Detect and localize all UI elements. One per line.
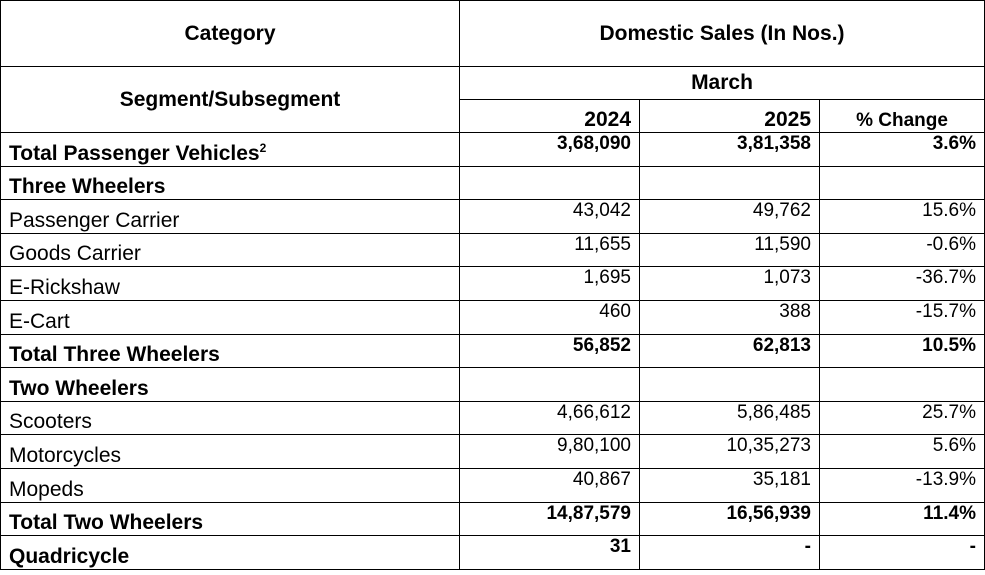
table-row: E-Cart 460 388 -15.7% bbox=[0, 299, 985, 335]
change-cell: 25.7% bbox=[819, 400, 985, 436]
table-row: Total Passenger Vehicles2 3,68,090 3,81,35… bbox=[0, 132, 985, 167]
value-2024-cell: 1,695 bbox=[459, 266, 640, 301]
value-2025-cell: 3,81,358 bbox=[639, 132, 820, 167]
change-cell: 11.4% bbox=[819, 501, 985, 537]
category-header: Category bbox=[0, 0, 460, 67]
table-row: Two Wheelers bbox=[0, 367, 985, 402]
row-label: Goods Carrier bbox=[0, 232, 460, 268]
value-2025-cell: 16,56,939 bbox=[639, 501, 820, 537]
change-cell: -0.6% bbox=[819, 232, 985, 268]
value-2024-cell: 11,655 bbox=[459, 232, 640, 268]
change-cell: 3.6% bbox=[819, 132, 985, 167]
change-cell: -13.9% bbox=[819, 467, 985, 503]
segment-header: Segment/Subsegment bbox=[0, 66, 460, 133]
row-label-text: Motorcycles bbox=[9, 443, 122, 467]
value-2025-cell: 388 bbox=[639, 299, 820, 335]
table-body: Total Passenger Vehicles2 3,68,090 3,81,35… bbox=[0, 132, 985, 570]
footnote-marker: 2 bbox=[259, 140, 267, 155]
change-cell bbox=[819, 367, 985, 402]
value-2025-cell bbox=[639, 367, 820, 402]
change-cell: - bbox=[819, 535, 985, 570]
value-2024-cell: 9,80,100 bbox=[459, 434, 640, 469]
row-label-text: Mopeds bbox=[9, 477, 84, 501]
table-row: Quadricycle 31- - bbox=[0, 535, 985, 570]
row-label: Motorcycles bbox=[0, 434, 460, 469]
value-2025-cell: - bbox=[639, 535, 820, 570]
domestic-sales-header: Domestic Sales (In Nos.) bbox=[459, 0, 985, 67]
row-label: Scooters bbox=[0, 400, 460, 436]
row-label-text: Scooters bbox=[9, 410, 92, 434]
value-2024-cell: 460 bbox=[459, 299, 640, 335]
row-label: Total Passenger Vehicles2 bbox=[0, 132, 460, 167]
year-2024-header: 2024 bbox=[459, 99, 640, 133]
table-row: Goods Carrier 11,655 11,590 -0.6% bbox=[0, 232, 985, 268]
value-2025-cell: 62,813 bbox=[639, 333, 820, 369]
value-2024-cell: 43,042 bbox=[459, 199, 640, 234]
value-2024-cell: 40,867 bbox=[459, 467, 640, 503]
value-2024-cell: 31 bbox=[459, 535, 640, 570]
table-row: Total Three Wheelers 56,852 62,813 10.5% bbox=[0, 333, 985, 369]
table-row: E-Rickshaw 1,695 1,073 -36.7% bbox=[0, 266, 985, 301]
row-label: Mopeds bbox=[0, 467, 460, 503]
value-2025-cell: 5,86,485 bbox=[639, 400, 820, 436]
change-cell: 10.5% bbox=[819, 333, 985, 369]
row-label: E-Cart bbox=[0, 299, 460, 335]
row-label-text: Passenger Carrier bbox=[9, 208, 180, 232]
row-label: Three Wheelers bbox=[0, 165, 460, 201]
table-row: Mopeds 40,867 35,181 -13.9% bbox=[0, 467, 985, 503]
row-label: E-Rickshaw bbox=[0, 266, 460, 301]
row-label: Total Two Wheelers bbox=[0, 501, 460, 537]
year-2025-header: 2025 bbox=[639, 99, 820, 133]
value-2024-cell: 3,68,090 bbox=[459, 132, 640, 167]
value-2024-cell: 56,852 bbox=[459, 333, 640, 369]
row-label-text: Quadricycle bbox=[9, 544, 130, 568]
row-label-text: Goods Carrier bbox=[9, 242, 141, 266]
row-label-text: E-Rickshaw bbox=[9, 275, 120, 299]
value-2025-cell: 1,073 bbox=[639, 266, 820, 301]
value-2025-cell: 49,762 bbox=[639, 199, 820, 234]
row-label-text: E-Cart bbox=[9, 309, 70, 333]
row-label-text: Three Wheelers bbox=[9, 175, 166, 199]
table-row: Three Wheelers bbox=[0, 165, 985, 201]
row-label-text: Two Wheelers bbox=[9, 376, 149, 400]
change-cell: -15.7% bbox=[819, 299, 985, 335]
value-2025-cell: 11,590 bbox=[639, 232, 820, 268]
row-label-text: Total Three Wheelers bbox=[9, 343, 220, 367]
change-header: % Change bbox=[819, 99, 985, 133]
row-label-text: Total Passenger Vehicles bbox=[9, 141, 260, 165]
value-2024-cell: 14,87,579 bbox=[459, 501, 640, 537]
value-2025-cell bbox=[639, 165, 820, 201]
row-label: Total Three Wheelers bbox=[0, 333, 460, 369]
value-2025-cell: 10,35,273 bbox=[639, 434, 820, 469]
change-cell: 15.6% bbox=[819, 199, 985, 234]
row-label: Two Wheelers bbox=[0, 367, 460, 402]
row-label: Passenger Carrier bbox=[0, 199, 460, 234]
table-row: Motorcycles 9,80,100 10,35,273 5.6% bbox=[0, 434, 985, 469]
table-row: Total Two Wheelers 14,87,579 16,56,939 11.4… bbox=[0, 501, 985, 537]
value-2024-cell: 4,66,612 bbox=[459, 400, 640, 436]
value-2024-cell bbox=[459, 367, 640, 402]
change-cell bbox=[819, 165, 985, 201]
row-label-text: Total Two Wheelers bbox=[9, 511, 204, 535]
change-cell: 5.6% bbox=[819, 434, 985, 469]
table-row: Passenger Carrier 43,042 49,762 15.6% bbox=[0, 199, 985, 234]
value-2024-cell bbox=[459, 165, 640, 201]
value-2025-cell: 35,181 bbox=[639, 467, 820, 503]
table-row: Scooters 4,66,612 5,86,485 25.7% bbox=[0, 400, 985, 436]
change-cell: -36.7% bbox=[819, 266, 985, 301]
row-label: Quadricycle bbox=[0, 535, 460, 570]
month-header: March bbox=[459, 66, 985, 100]
